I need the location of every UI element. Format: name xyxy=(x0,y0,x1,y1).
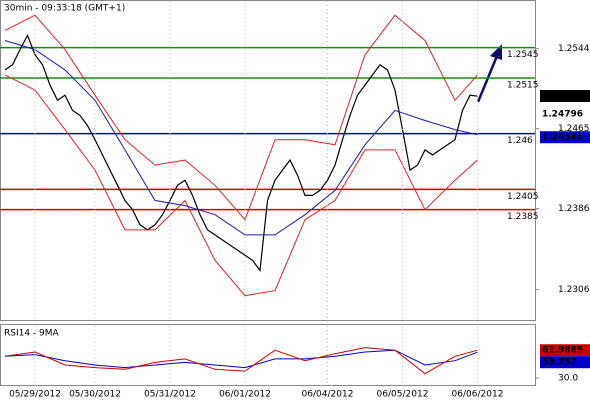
price-box-label: 1.24796 xyxy=(542,109,583,119)
price-box-label: 1.24972 xyxy=(542,92,583,102)
level-label: 1.2385 xyxy=(507,212,539,222)
y-tick-label: 1.2306 xyxy=(558,285,590,295)
y-tick-label: 1.2465 xyxy=(558,124,590,134)
series-line xyxy=(4,14,478,221)
x-tick-label: 06/04/2012 xyxy=(302,390,354,400)
series-line xyxy=(4,40,478,236)
x-tick-label: 05/31/2012 xyxy=(144,390,196,400)
arrow-shaft xyxy=(476,55,499,103)
price-box xyxy=(540,131,590,144)
price-box-label: 1.24565 xyxy=(542,133,583,143)
x-tick-label: 06/05/2012 xyxy=(377,390,429,400)
level-label: 1.246 xyxy=(507,136,533,146)
arrow-head xyxy=(490,44,502,60)
y-tick-label: 30.0 xyxy=(558,374,578,384)
price-box xyxy=(540,344,590,357)
price-box-label: 59.757 xyxy=(542,358,577,368)
series-line xyxy=(4,33,478,272)
level-label: 1.2405 xyxy=(507,192,539,202)
series-line xyxy=(4,74,478,297)
price-box xyxy=(540,90,590,102)
price-frame xyxy=(0,0,536,321)
x-tick-label: 06/06/2012 xyxy=(452,390,504,400)
x-tick-label: 05/30/2012 xyxy=(69,390,121,400)
price-box-label: 61.9885 xyxy=(542,346,583,356)
rsi-frame xyxy=(0,324,536,386)
panel-title: 30min - 09:33:18 (GMT+1) xyxy=(4,4,125,14)
x-tick-label: 06/01/2012 xyxy=(219,390,271,400)
panel-title: RSI14 - 9MA xyxy=(4,329,60,339)
series-line xyxy=(4,349,478,369)
series-line xyxy=(4,347,478,375)
y-tick-label: 1.2386 xyxy=(558,204,590,214)
price-box xyxy=(540,356,590,369)
x-tick-label: 05/29/2012 xyxy=(9,390,61,400)
trend-arrow xyxy=(476,44,502,103)
y-tick-label: 1.2544 xyxy=(558,44,590,54)
level-label: 1.2545 xyxy=(507,50,539,60)
level-label: 1.2515 xyxy=(507,80,539,90)
